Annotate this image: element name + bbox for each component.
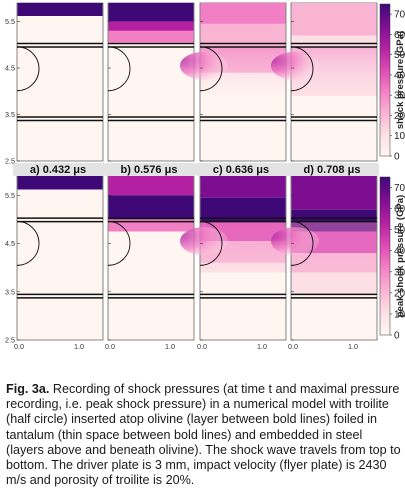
x-tick-label: 0.0 (288, 342, 298, 351)
heatmap-panel (107, 175, 195, 341)
y-tick-label: 2.5 (5, 157, 15, 166)
x-tick-label: 0.0 (105, 342, 115, 351)
troilite-half-circle (16, 220, 40, 266)
heatmap-panel (16, 2, 104, 162)
heatmap-panel (107, 2, 195, 162)
x-tick-label: 0.0 (14, 342, 24, 351)
heatmap-panel (271, 2, 378, 162)
panel-label: a) 0.432 μs (30, 164, 86, 176)
pressure-band (108, 195, 194, 220)
colorbar-tick-label: 20 (394, 111, 405, 122)
panel-time: 0.576 μs (134, 164, 177, 176)
pressure-hotspot (271, 227, 319, 256)
pressure-band (200, 23, 286, 45)
troilite-half-circle (199, 220, 223, 266)
colorbar-tick-label: 0 (394, 331, 400, 342)
pressure-band (291, 272, 377, 295)
colorbar-tick-label: 20 (394, 288, 405, 299)
colorbar-tick-label: 60 (394, 204, 405, 215)
figure: 2.5 3.5 4.5 5.5 2.5 3.5 4.5 5.5 0.0 1.0 0.0 1.0 0.0 1… (5, 2, 405, 351)
colorbar-tick-label: 0 (394, 152, 400, 163)
panel-label-box (287, 163, 379, 176)
troilite-half-circle (290, 46, 314, 92)
pressure-band (108, 176, 194, 196)
panel-letter: d) (304, 164, 317, 176)
x-tick-label: 1.0 (348, 342, 358, 351)
colorbar-tick-label: 60 (394, 30, 405, 41)
pressure-band (17, 16, 103, 45)
x-tick-label: 1.0 (74, 342, 84, 351)
y-tick-label: 4.5 (5, 239, 15, 248)
pressure-band (291, 3, 377, 36)
panel-label-box (13, 163, 105, 176)
colorbar-tick-label: 10 (394, 131, 405, 142)
pressure-hotspot (180, 51, 228, 80)
caption-label: Fig. 3a. (6, 382, 50, 396)
troilite-half-circle (199, 46, 223, 92)
y-tick-label: 5.5 (5, 17, 15, 26)
pressure-band (108, 3, 194, 22)
panel-time: 0.708 μs (317, 164, 360, 176)
heatmap-panel (271, 175, 378, 341)
pressure-band (200, 176, 286, 198)
colorbar-tick-label: 40 (394, 70, 405, 81)
colorbar-tick-label: 40 (394, 246, 405, 257)
troilite-half-circle (290, 220, 314, 266)
pressure-band (108, 21, 194, 31)
y-tick-label: 5.5 (5, 191, 15, 200)
y-tick-label: 4.5 (5, 64, 15, 73)
panel-label: d) 0.708 μs (304, 164, 361, 176)
panel-label-box (196, 163, 288, 176)
pressure-band (291, 176, 377, 210)
panel-label: c) 0.636 μs (213, 164, 269, 176)
y-tick-label: 3.5 (5, 287, 15, 296)
caption-text: Recording of shock pressures (at time t … (6, 382, 401, 488)
troilite-half-circle (107, 220, 131, 266)
heatmap-panel (180, 175, 287, 341)
panel-letter: b) (121, 164, 134, 176)
pressure-band (17, 176, 103, 190)
pressure-band (108, 30, 194, 43)
colorbar-tick-label: 50 (394, 50, 405, 61)
panel-letter: a) (30, 164, 43, 176)
x-tick-label: 0.0 (197, 342, 207, 351)
panel-time: 0.636 μs (226, 164, 269, 176)
colorbar-tick-label: 30 (394, 267, 405, 278)
pressure-band (108, 219, 194, 232)
x-tick-label: 1.0 (165, 342, 175, 351)
y-tick-label: 2.5 (5, 336, 15, 345)
heatmap-panel (180, 2, 287, 162)
colorbar-tick-label: 70 (394, 183, 405, 194)
heatmap-panel (16, 175, 104, 341)
panel-label: b) 0.576 μs (121, 164, 178, 176)
colorbar-gradient (379, 176, 391, 336)
y-tick-label: 3.5 (5, 110, 15, 119)
colorbar-label: peak shock pressure (GPa) (395, 195, 405, 318)
pressure-hotspot (180, 227, 228, 256)
colorbar-tick-label: 70 (394, 10, 405, 21)
x-tick-label: 1.0 (257, 342, 267, 351)
figure-caption: Fig. 3a. Recording of shock pressures (a… (6, 382, 401, 488)
pressure-band (17, 3, 103, 17)
colorbar-tick-label: 50 (394, 225, 405, 236)
pressure-band (17, 189, 103, 220)
colorbar-label: shock pressure (GPa) (395, 31, 405, 129)
colorbar: 0 10 20 30 40 50 60 70 shock pressure (GPa) (379, 3, 405, 163)
panel-time: 0.432 μs (43, 164, 86, 176)
pressure-band (200, 3, 286, 24)
pressure-hotspot (271, 51, 319, 80)
colorbar-tick-label: 10 (394, 309, 405, 320)
colorbar-tick-label: 30 (394, 91, 405, 102)
troilite-half-circle (16, 46, 40, 92)
colorbar-gradient (379, 3, 391, 157)
panel-letter: c) (213, 164, 226, 176)
troilite-half-circle (107, 46, 131, 92)
panel-label-box (104, 163, 196, 176)
